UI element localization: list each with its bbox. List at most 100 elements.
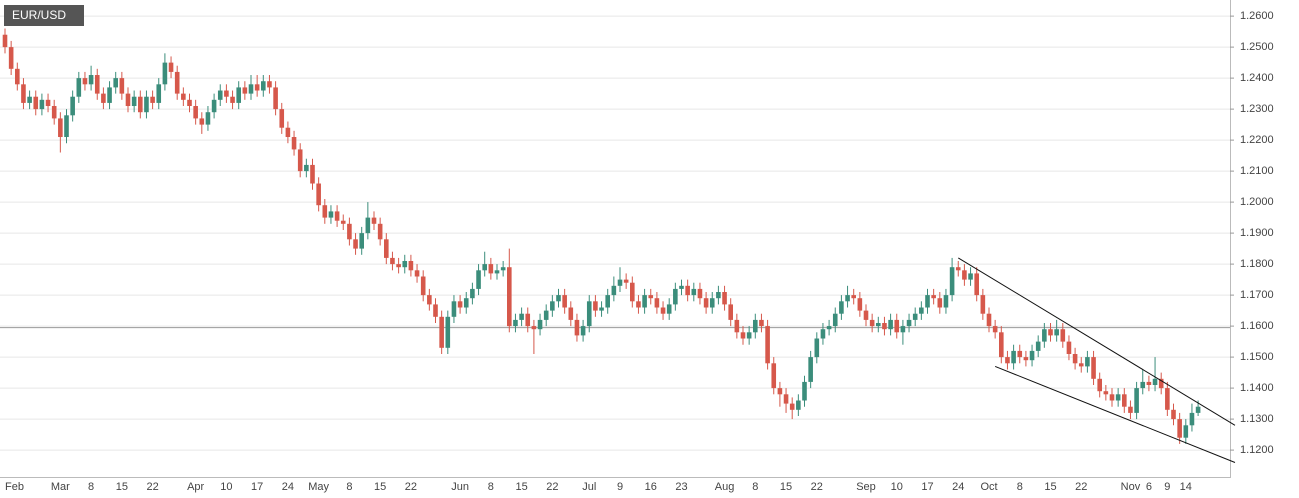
candle-body <box>1134 388 1139 413</box>
candle-body <box>390 257 395 265</box>
candle-body <box>33 96 39 110</box>
candle-body <box>1035 341 1041 351</box>
candle-body <box>463 298 469 308</box>
candle-body <box>1128 406 1133 413</box>
candle-body <box>58 118 63 138</box>
y-tick-label: 1.1300 <box>1240 413 1274 425</box>
candle-body <box>599 307 604 311</box>
y-axis-line <box>1230 0 1231 478</box>
candle-body <box>716 292 721 299</box>
y-tick-label: 1.2300 <box>1240 103 1274 115</box>
title-box <box>4 5 84 26</box>
candle-body <box>476 270 481 289</box>
x-tick-label: 8 <box>752 481 758 493</box>
candle-body <box>316 183 321 206</box>
candle-body <box>513 319 518 327</box>
candle-body <box>986 313 992 327</box>
candle-body <box>894 319 900 333</box>
candle-body <box>2 34 8 48</box>
y-tick-label: 1.1400 <box>1240 382 1274 394</box>
chart-title: EUR/USD <box>12 8 66 22</box>
candle-body <box>826 326 832 330</box>
candle-body <box>88 75 94 85</box>
candle-body <box>783 394 789 404</box>
candle-body <box>500 267 506 271</box>
candle-body <box>1078 363 1084 367</box>
candle-body <box>789 403 795 410</box>
candle-body <box>439 316 444 348</box>
candle-body <box>1072 354 1078 364</box>
candle-body <box>144 96 149 113</box>
candle-body <box>796 400 801 410</box>
candle-body <box>279 109 285 128</box>
candle-body <box>1048 329 1053 336</box>
candle-body <box>648 295 654 299</box>
candle-body <box>1011 350 1016 364</box>
x-tick-label: 15 <box>374 481 386 493</box>
candle-body <box>999 332 1004 358</box>
candle-body <box>113 78 118 88</box>
candle-body <box>537 319 543 330</box>
x-tick-label: 10 <box>220 481 232 493</box>
candle-body <box>304 164 309 172</box>
x-tick-label: 24 <box>952 481 964 493</box>
candle-body <box>709 298 715 308</box>
candle-body <box>427 295 432 305</box>
candle-body <box>586 301 592 327</box>
x-tick-label: 22 <box>1075 481 1087 493</box>
candle-body <box>1171 409 1176 420</box>
y-tick-label: 1.2400 <box>1240 72 1274 84</box>
candle-body <box>45 99 51 107</box>
candle-body <box>753 319 758 333</box>
candle-body <box>39 99 45 110</box>
candle-body <box>21 84 26 103</box>
candle-body <box>937 298 943 308</box>
candle-body <box>1152 378 1158 386</box>
x-tick-label: 10 <box>891 481 903 493</box>
candle-body <box>445 316 451 348</box>
candle-body <box>519 313 524 320</box>
candle-body <box>679 285 684 289</box>
candle-body <box>863 310 869 320</box>
candle-body <box>125 93 131 107</box>
candle-body <box>845 295 850 302</box>
candle-body <box>150 96 155 103</box>
candle-body <box>777 388 783 395</box>
candle-body <box>297 149 303 172</box>
x-tick-label: 16 <box>645 481 657 493</box>
y-tick-label: 1.2100 <box>1240 165 1274 177</box>
candle-body <box>876 323 881 327</box>
y-tick-label: 1.2600 <box>1240 10 1274 22</box>
candle-body <box>1109 394 1115 401</box>
candle-body <box>168 62 174 72</box>
candle-body <box>347 223 352 240</box>
candle-body <box>943 295 949 308</box>
candle-body <box>734 319 740 333</box>
trend-line <box>957 257 1236 426</box>
candle-body <box>230 96 235 103</box>
candle-body <box>568 307 574 320</box>
x-tick-label: Mar <box>51 481 70 493</box>
candle-body <box>359 233 364 249</box>
candle-body <box>660 307 666 314</box>
candle-body <box>162 62 168 85</box>
candle-body <box>199 118 205 125</box>
candle-body <box>925 295 930 308</box>
candle-body <box>156 84 162 103</box>
candle-body <box>340 220 346 224</box>
candle-body <box>839 301 844 314</box>
y-tick-label: 1.1500 <box>1240 351 1274 363</box>
candle-body <box>402 261 408 268</box>
candle-body <box>869 319 875 327</box>
candle-body <box>673 288 678 305</box>
candle-body <box>236 87 241 103</box>
candle-body <box>703 298 709 308</box>
candle-body <box>1097 378 1102 392</box>
candle-body <box>1122 394 1127 407</box>
candle-body <box>630 282 635 302</box>
candle-body <box>759 319 764 327</box>
candle-body <box>254 84 260 91</box>
trend-line <box>994 365 1236 463</box>
candle-body <box>992 326 998 333</box>
candle-body <box>1023 357 1029 361</box>
